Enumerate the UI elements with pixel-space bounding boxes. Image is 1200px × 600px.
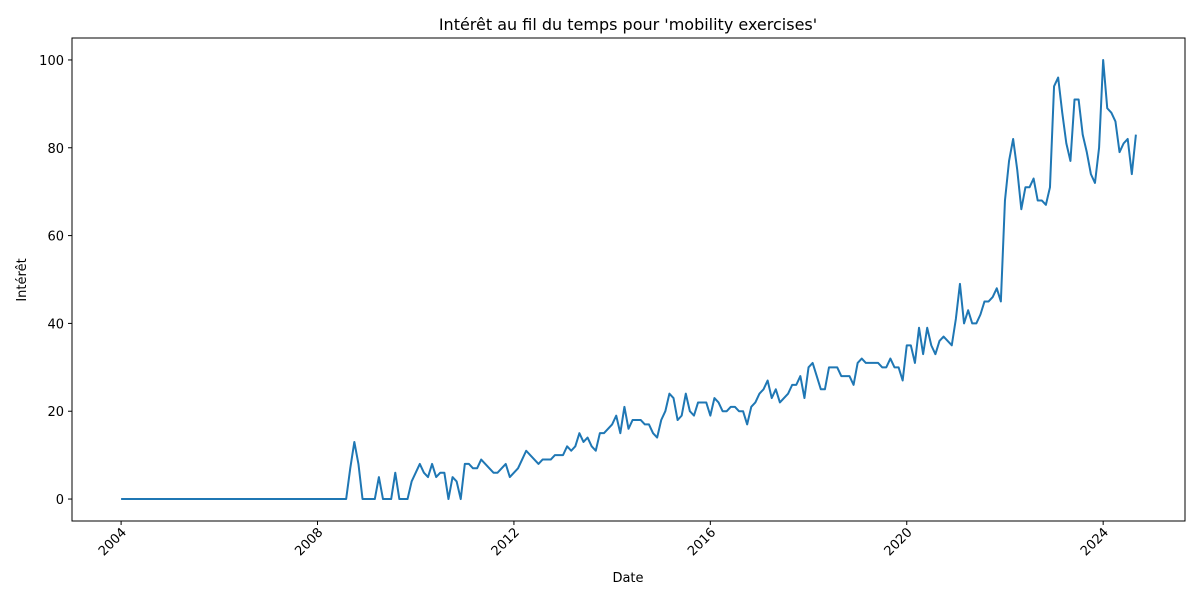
x-axis-label: Date <box>612 571 643 586</box>
chart-title: Intérêt au fil du temps pour 'mobility e… <box>439 15 817 34</box>
y-tick-label: 60 <box>47 230 64 245</box>
plot-frame <box>71 37 1186 522</box>
y-tick-label: 0 <box>56 493 64 508</box>
y-tick-label: 40 <box>47 317 64 332</box>
y-tick-label: 80 <box>47 142 64 157</box>
y-axis-label: Intérêt <box>15 258 30 301</box>
y-tick-label: 100 <box>39 54 64 69</box>
y-tick-label: 20 <box>47 405 64 420</box>
data-line <box>121 58 1137 501</box>
